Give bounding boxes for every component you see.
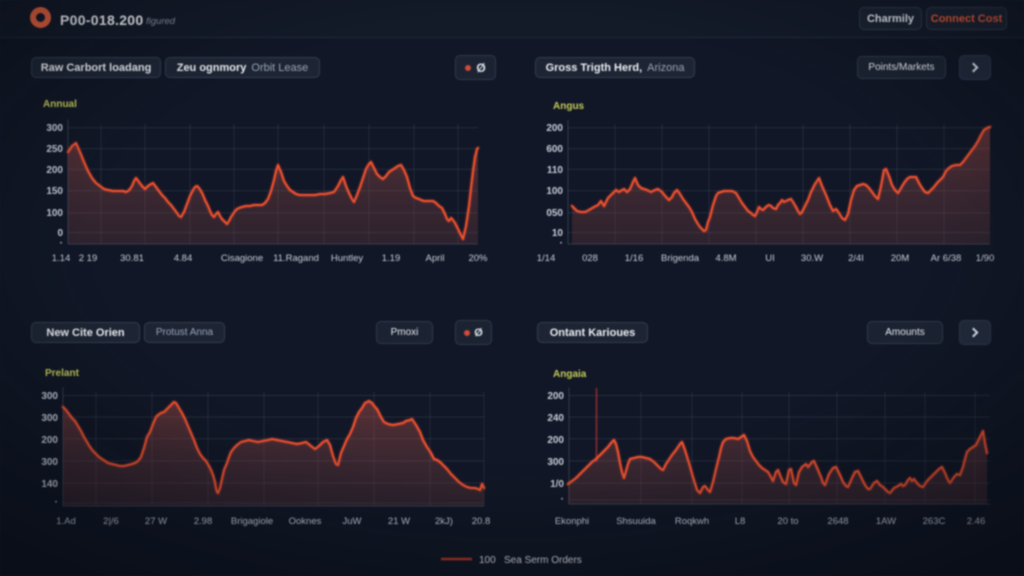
svg-text:·: · (561, 494, 564, 505)
svg-text:Huntley: Huntley (331, 253, 363, 264)
svg-text:Cisagione: Cisagione (221, 253, 263, 264)
svg-text:20 to: 20 to (777, 516, 798, 527)
svg-text:200: 200 (46, 165, 63, 176)
svg-text:200: 200 (41, 435, 58, 446)
svg-text:028: 028 (582, 253, 598, 264)
svg-text:1.Ad: 1.Ad (56, 516, 76, 527)
svg-text:Ooknes: Ooknes (289, 516, 322, 527)
svg-text:300: 300 (46, 123, 63, 134)
svg-text:300: 300 (41, 457, 58, 468)
svg-text:1/16: 1/16 (625, 253, 644, 264)
svg-text:140: 140 (41, 479, 58, 490)
svg-text:1/14: 1/14 (537, 253, 556, 264)
svg-text:100: 100 (546, 186, 563, 197)
svg-text:100: 100 (46, 208, 63, 219)
svg-text:L8: L8 (735, 516, 746, 527)
svg-text:30.W: 30.W (801, 253, 823, 264)
svg-text:4.84: 4.84 (174, 253, 193, 264)
svg-text:263C: 263C (923, 516, 946, 527)
svg-text:2648: 2648 (827, 516, 848, 527)
svg-text:2 19: 2 19 (79, 253, 98, 264)
svg-text:20%: 20% (468, 253, 488, 264)
svg-text:April: April (425, 253, 444, 264)
svg-text:·: · (60, 238, 63, 249)
svg-text:250: 250 (46, 144, 63, 155)
svg-text:20M: 20M (891, 253, 910, 264)
svg-text:Roqkwh: Roqkwh (675, 516, 709, 527)
svg-text:21 W: 21 W (388, 516, 410, 527)
svg-text:050: 050 (546, 208, 563, 219)
svg-text:100: 100 (479, 555, 496, 566)
svg-text:1/90: 1/90 (976, 253, 995, 264)
svg-text:600: 600 (546, 144, 563, 155)
svg-text:200: 200 (547, 391, 564, 402)
svg-text:300: 300 (547, 457, 564, 468)
svg-text:Shsuuida: Shsuuida (616, 516, 656, 527)
svg-text:2.98: 2.98 (194, 516, 213, 527)
svg-text:27 W: 27 W (145, 516, 167, 527)
svg-text:Ekonphi: Ekonphi (555, 516, 589, 527)
svg-text:Ar 6/38: Ar 6/38 (931, 253, 962, 264)
svg-text:Brigenda: Brigenda (661, 253, 700, 264)
svg-text:11.Ragand: 11.Ragand (273, 253, 319, 264)
svg-text:2|/6: 2|/6 (103, 516, 119, 527)
svg-text:4.8M: 4.8M (715, 253, 736, 264)
svg-text:240: 240 (547, 413, 564, 424)
svg-text:1AW: 1AW (876, 516, 896, 527)
svg-text:110: 110 (547, 165, 564, 176)
svg-text:1.19: 1.19 (382, 253, 401, 264)
svg-text:150: 150 (46, 186, 63, 197)
svg-text:300: 300 (41, 391, 58, 402)
svg-text:Brigagiole: Brigagiole (231, 516, 273, 527)
svg-text:Sea Serm Orders: Sea Serm Orders (504, 555, 582, 566)
svg-text:300: 300 (41, 413, 58, 424)
svg-text:200: 200 (547, 435, 564, 446)
svg-text:1.14: 1.14 (52, 253, 71, 264)
svg-text:JuW: JuW (343, 516, 362, 527)
svg-text:2.46: 2.46 (967, 516, 986, 527)
svg-text:1/0: 1/0 (550, 479, 564, 490)
svg-text:·: · (55, 497, 58, 508)
svg-text:2/4I: 2/4I (848, 253, 864, 264)
svg-text:30.81: 30.81 (120, 253, 144, 264)
svg-text:200: 200 (546, 123, 563, 134)
svg-text:2kJ): 2kJ) (435, 516, 453, 527)
svg-text:·: · (560, 238, 563, 249)
svg-text:UI: UI (765, 253, 775, 264)
svg-text:20.8: 20.8 (472, 516, 491, 527)
